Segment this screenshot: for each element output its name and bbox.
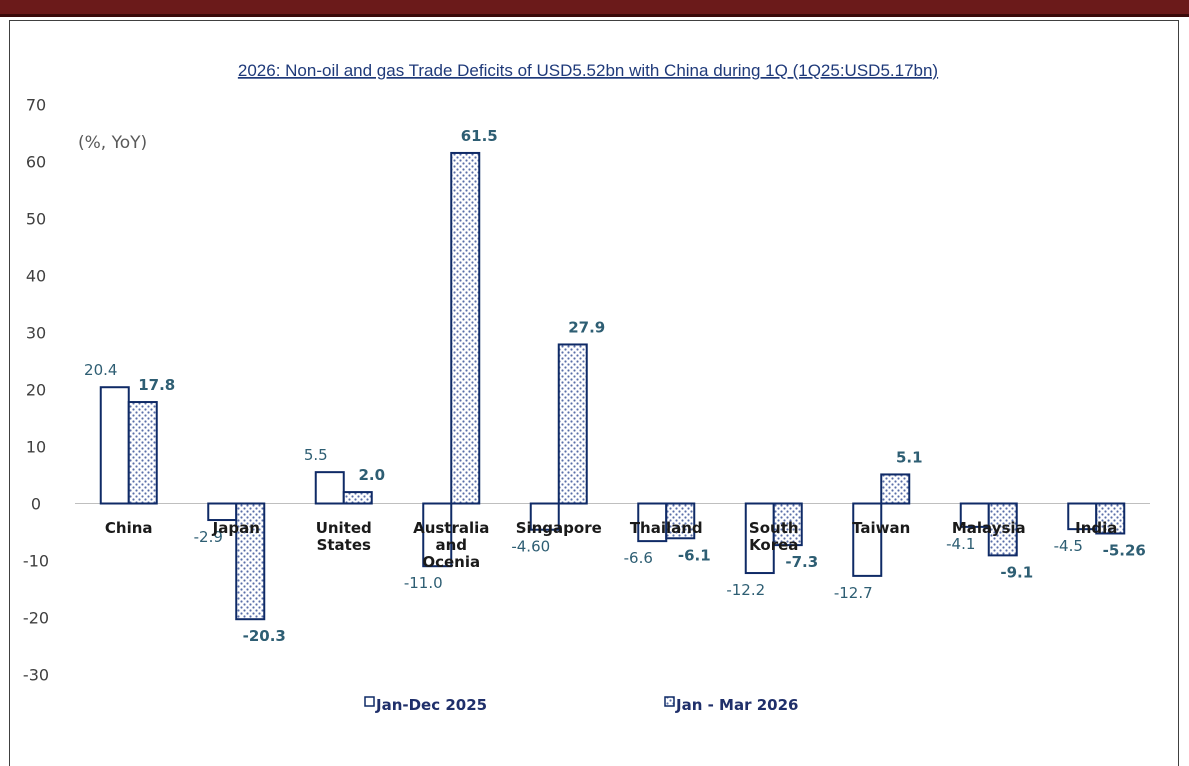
category-label: Australia and Ocenia — [413, 519, 489, 571]
category-label: Thailand — [630, 519, 703, 537]
legend-label: Jan-Dec 2025 — [375, 696, 487, 714]
y-tick-label: 50 — [26, 210, 46, 229]
bar-jan-mar-2026 — [235, 502, 266, 621]
data-label: 20.4 — [84, 361, 117, 379]
bar-jan-dec-2025 — [422, 502, 453, 568]
data-label: 2.0 — [358, 466, 385, 484]
bar-jan-mar-2026 — [880, 473, 911, 505]
data-label: -7.3 — [785, 553, 818, 571]
category-label: Singapore — [516, 519, 602, 537]
bar-jan-mar-2026 — [772, 502, 803, 547]
header-bar — [0, 0, 1189, 17]
data-label: -11.0 — [404, 574, 443, 592]
data-label: -12.2 — [726, 581, 765, 599]
data-label: -2.9 — [194, 528, 223, 546]
bar-jan-dec-2025 — [207, 502, 238, 522]
data-label: 5.1 — [896, 448, 923, 466]
y-tick-label: 0 — [31, 495, 41, 514]
bar-jan-mar-2026 — [1095, 502, 1126, 535]
category-label: South Korea — [749, 519, 799, 554]
bar-jan-dec-2025 — [1067, 502, 1098, 531]
y-tick-label: -10 — [23, 552, 49, 571]
category-label: United States — [316, 519, 372, 554]
data-label: -12.7 — [834, 584, 873, 602]
category-label: Japan — [212, 519, 260, 537]
data-label: -9.1 — [1000, 563, 1033, 581]
y-tick-label: 30 — [26, 324, 46, 343]
bar-jan-mar-2026 — [665, 502, 696, 540]
legend: Jan-Dec 2025 Jan - Mar 2026 — [364, 696, 798, 714]
y-tick-label: 70 — [26, 96, 46, 115]
data-label: -4.1 — [946, 535, 975, 553]
chart-title: 2026: Non-oil and gas Trade Deficits of … — [238, 61, 938, 80]
data-label: 27.9 — [568, 318, 605, 336]
data-label: -6.6 — [624, 549, 653, 567]
category-labels-group: China Japan United States Australia and Ocenia… — [105, 519, 1117, 571]
category-label: Taiwan — [852, 519, 910, 537]
y-tick-label: 40 — [26, 267, 46, 286]
y-tick-label: -30 — [23, 666, 49, 685]
y-tick-label: 20 — [26, 381, 46, 400]
data-label: -4.60 — [511, 538, 550, 556]
bar-jan-dec-2025 — [529, 502, 560, 531]
bar-jan-dec-2025 — [314, 471, 345, 505]
data-label: 17.8 — [138, 376, 175, 394]
data-label: -6.1 — [678, 546, 711, 564]
y-tick-label: 60 — [26, 153, 46, 172]
legend-label: Jan - Mar 2026 — [675, 696, 798, 714]
bar-jan-dec-2025 — [99, 386, 130, 505]
chart-frame — [9, 20, 1179, 766]
bar-jan-dec-2025 — [852, 502, 883, 577]
legend-swatch-jan-dec-2025 — [364, 696, 375, 707]
bars-group — [99, 151, 1126, 621]
data-labels-group: 20.4 17.8 -2.9 -20.3 5.5 2.0 -11.0 61.5 -4.60 27.… — [84, 127, 1146, 645]
category-label: Malaysia — [952, 519, 1026, 537]
bar-jan-mar-2026 — [987, 502, 1018, 557]
y-tick-label: -20 — [23, 609, 49, 628]
bar-jan-mar-2026 — [342, 491, 373, 505]
data-label: 5.5 — [304, 446, 328, 464]
bar-jan-mar-2026 — [127, 401, 158, 505]
bar-jan-mar-2026 — [557, 343, 588, 505]
data-label: -5.26 — [1103, 541, 1146, 559]
category-label: China — [105, 519, 153, 537]
bar-jan-mar-2026 — [450, 151, 481, 505]
data-label: -20.3 — [243, 627, 286, 645]
data-label: 61.5 — [461, 127, 498, 145]
category-label: India — [1075, 519, 1117, 537]
y-tick-label: 10 — [26, 438, 46, 457]
data-label: -4.5 — [1054, 537, 1083, 555]
y-unit-label: (%, YoY) — [78, 133, 147, 153]
legend-swatch-jan-mar-2026 — [664, 696, 675, 707]
